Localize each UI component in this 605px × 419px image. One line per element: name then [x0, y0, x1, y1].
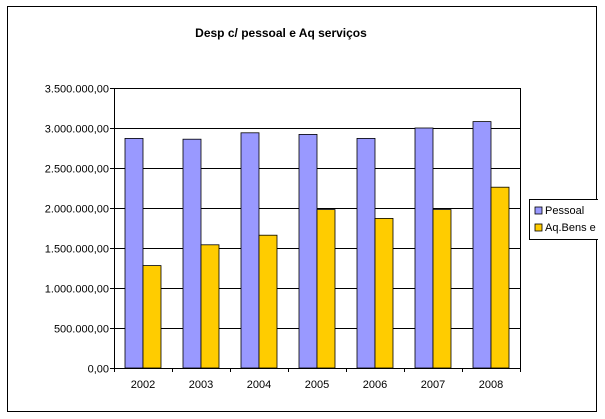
bar-aq-bens-e-serv-2004	[258, 234, 278, 369]
bar-aq-bens-e-serv-2008	[490, 186, 510, 369]
legend-entry: Aq.Bens e Serv	[545, 222, 598, 234]
bar-aq-bens-e-serv-2007	[432, 209, 452, 369]
legend-entry: Pessoal	[545, 205, 584, 217]
bar-pessoal-2004	[240, 132, 260, 369]
y-tick-label: 2.000.000,00	[45, 204, 109, 216]
y-tick-label: 1.500.000,00	[45, 244, 109, 256]
chart-svg: Desp c/ pessoal e Aq serviços 0,00 500.00…	[45, 26, 598, 391]
bar-pessoal-2007	[414, 127, 434, 369]
bar-aq-bens-e-serv-2006	[374, 217, 394, 369]
x-tick-label: 2002	[131, 379, 155, 391]
x-tick-label: 2008	[479, 379, 503, 391]
bar-pessoal-2003	[182, 138, 202, 369]
legend: Pessoal Aq.Bens e Serv	[529, 199, 598, 240]
y-tick-label: 500.000,00	[54, 324, 109, 336]
y-tick-label: 3.000.000,00	[45, 124, 109, 136]
x-tick-label: 2005	[305, 379, 329, 391]
bar-aq-bens-e-serv-2005	[316, 209, 336, 369]
x-tick-label: 2007	[421, 379, 445, 391]
legend-swatch	[534, 223, 543, 232]
y-tick-label: 2.500.000,00	[45, 164, 109, 176]
bar-pessoal-2005	[298, 134, 318, 369]
y-tick-label: 0,00	[88, 364, 109, 376]
bar-aq-bens-e-serv-2003	[200, 244, 220, 369]
y-tick-label: 3.500.000,00	[45, 84, 109, 96]
bar-pessoal-2002	[124, 137, 144, 369]
legend-box	[529, 199, 598, 240]
x-tick-label: 2006	[363, 379, 387, 391]
x-tick-label: 2004	[247, 379, 271, 391]
legend-swatch	[534, 206, 543, 215]
bar-aq-bens-e-serv-2002	[142, 265, 162, 369]
bar-pessoal-2006	[356, 137, 376, 369]
x-tick-label: 2003	[189, 379, 213, 391]
plot-area: 0,00 500.000,00 1.000.000,00 1.500.000,00 2.…	[45, 84, 521, 391]
chart-area: Desp c/ pessoal e Aq serviços 0,00 500.00…	[7, 6, 598, 412]
chart-title: Desp c/ pessoal e Aq serviços	[195, 26, 367, 40]
y-tick-label: 1.000.000,00	[45, 284, 109, 296]
bar-pessoal-2008	[472, 121, 492, 369]
